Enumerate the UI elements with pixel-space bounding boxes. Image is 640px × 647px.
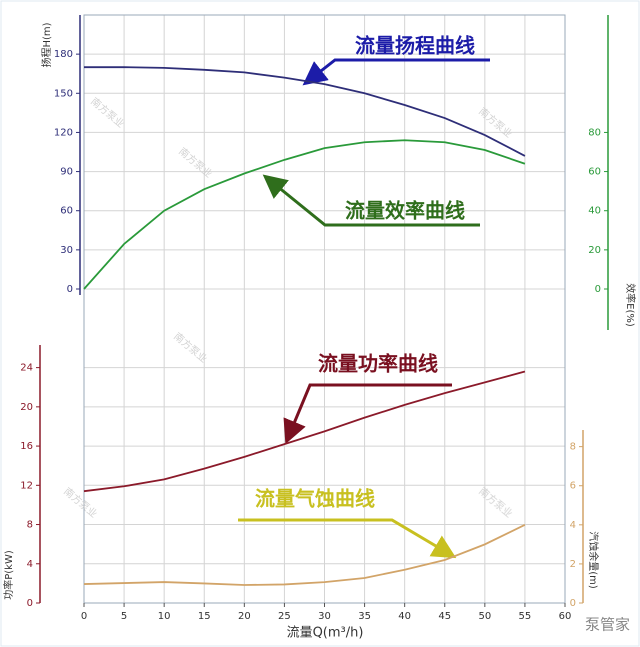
annotation-arrows bbox=[238, 58, 490, 559]
y-tick-label: 180 bbox=[54, 49, 73, 60]
y-tick-label: 8 bbox=[27, 520, 33, 531]
y-tick-label: 0 bbox=[595, 284, 601, 295]
x-tick-label: 55 bbox=[519, 611, 532, 622]
x-tick-label: 45 bbox=[438, 611, 451, 622]
y-tick-label: 20 bbox=[588, 245, 601, 256]
series-line bbox=[83, 139, 526, 290]
y-tick-label: 60 bbox=[60, 206, 73, 217]
y-tick-label: 40 bbox=[588, 206, 601, 217]
x-tick-label: 30 bbox=[318, 611, 331, 622]
y-tick-label: 150 bbox=[54, 88, 73, 99]
x-tick-label: 0 bbox=[81, 611, 87, 622]
annotation: 流量功率曲线 bbox=[318, 352, 438, 376]
arrow bbox=[262, 174, 480, 227]
x-tick-label: 35 bbox=[358, 611, 371, 622]
y-tick-label: 8 bbox=[570, 442, 576, 453]
series-line bbox=[83, 370, 526, 493]
y-tick-label: 90 bbox=[60, 167, 73, 178]
y-axis-title: 扬程H(m) bbox=[40, 22, 53, 67]
y-tick-label: 4 bbox=[27, 559, 33, 570]
y-axis-title: 效率E(%) bbox=[624, 283, 637, 327]
y-tick-label: 4 bbox=[570, 520, 576, 531]
y-tick-label: 0 bbox=[27, 598, 33, 609]
y-tick-label: 0 bbox=[67, 284, 73, 295]
y-tick-label: 16 bbox=[20, 441, 33, 452]
annotation: 流量扬程曲线 bbox=[355, 34, 475, 58]
y-axis-title: 汽蚀余量(m) bbox=[587, 531, 600, 589]
x-tick-label: 15 bbox=[198, 611, 211, 622]
annotation: 流量气蚀曲线 bbox=[255, 487, 375, 511]
y-tick-label: 80 bbox=[588, 127, 601, 138]
y-tick-label: 6 bbox=[570, 481, 576, 492]
x-tick-label: 25 bbox=[278, 611, 291, 622]
y-tick-label: 120 bbox=[54, 127, 73, 138]
x-tick-label: 10 bbox=[158, 611, 171, 622]
x-tick-label: 60 bbox=[559, 611, 572, 622]
annotation: 流量效率曲线 bbox=[345, 199, 465, 223]
y-tick-label: 30 bbox=[60, 245, 73, 256]
arrow bbox=[238, 518, 457, 559]
x-axis-title: 流量Q(m³/h) bbox=[287, 626, 364, 641]
y-tick-label: 60 bbox=[588, 167, 601, 178]
arrow bbox=[283, 383, 452, 445]
x-tick-label: 40 bbox=[398, 611, 411, 622]
y-tick-label: 2 bbox=[570, 559, 576, 570]
series-line bbox=[84, 66, 526, 157]
y-tick-label: 0 bbox=[570, 598, 576, 609]
series-line bbox=[83, 524, 526, 586]
x-tick-label: 50 bbox=[478, 611, 491, 622]
x-tick-label: 20 bbox=[238, 611, 251, 622]
y-tick-label: 12 bbox=[20, 480, 33, 491]
y-tick-label: 24 bbox=[20, 363, 33, 374]
y-axis-title: 功率P(kW) bbox=[2, 550, 15, 600]
logo: 泵管家 bbox=[585, 616, 630, 634]
arrow bbox=[302, 58, 490, 86]
y-tick-label: 20 bbox=[20, 402, 33, 413]
x-tick-label: 5 bbox=[121, 611, 127, 622]
